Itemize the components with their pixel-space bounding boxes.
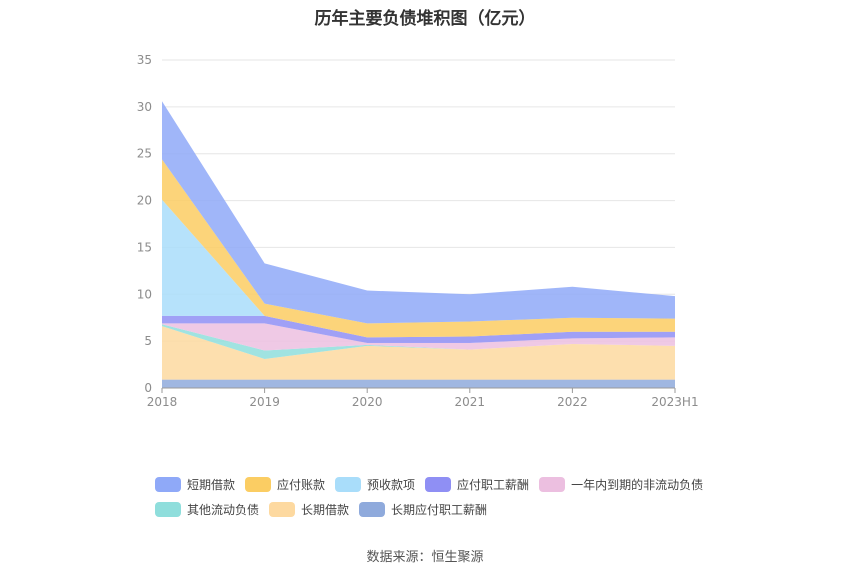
y-tick-label: 0 — [144, 381, 152, 395]
x-tick-label: 2018 — [147, 395, 178, 409]
area-一年内到期的非流动负债[interactable] — [162, 323, 675, 351]
legend-label: 其他流动负债 — [187, 503, 260, 517]
area-series — [162, 101, 675, 388]
x-tick-label: 2023H1 — [651, 395, 698, 409]
legend-label: 预收款项 — [367, 478, 416, 492]
legend-item[interactable]: 短期借款 — [155, 476, 235, 493]
area-应付职工薪酬[interactable] — [162, 315, 675, 344]
area-长期应付职工薪酬[interactable] — [162, 379, 675, 388]
legend-swatch — [335, 477, 362, 492]
y-tick-label: 5 — [144, 334, 152, 348]
area-长期借款[interactable] — [162, 326, 675, 380]
legend-row: 其他流动负债 长期借款 长期应付职工薪酬 — [155, 497, 755, 522]
x-tick-label: 2019 — [249, 395, 280, 409]
y-tick-label: 25 — [137, 147, 152, 161]
legend-label: 长期借款 — [301, 503, 350, 517]
chart-title: 历年主要负债堆积图（亿元） — [314, 9, 536, 29]
legend-item[interactable]: 应付职工薪酬 — [425, 476, 529, 493]
x-tick-label: 2022 — [557, 395, 588, 409]
axes: 0 5 10 15 20 25 30 35 2018 2019 2020 2021 2022 2023H1 — [137, 53, 699, 409]
legend-swatch — [155, 502, 181, 517]
y-tick-label: 20 — [137, 194, 152, 208]
y-tick-label: 15 — [137, 240, 152, 254]
legend-label: 一年内到期的非流动负债 — [571, 478, 704, 492]
legend: 短期借款 应付账款 预收款项 应付职工薪酬 一年内到期的非流动负债其他流动负债 长期借款 长… — [155, 472, 755, 522]
legend-swatch — [359, 502, 386, 517]
legend-row: 短期借款 应付账款 预收款项 应付职工薪酬 一年内到期的非流动负债 — [155, 472, 755, 497]
legend-swatch — [269, 502, 296, 517]
y-tick-label: 30 — [137, 100, 152, 114]
source-text: 数据来源：恒生聚源 — [366, 550, 484, 565]
legend-item[interactable]: 其他流动负债 — [155, 501, 259, 518]
y-tick-label: 35 — [137, 53, 152, 67]
legend-item[interactable]: 预收款项 — [335, 476, 415, 493]
y-tick-label: 10 — [137, 287, 152, 301]
legend-swatch — [425, 477, 452, 492]
x-tick-label: 2020 — [352, 395, 383, 409]
legend-swatch — [155, 477, 181, 492]
legend-swatch — [245, 477, 272, 492]
legend-item[interactable]: 应付账款 — [245, 476, 325, 493]
area-应付账款[interactable] — [162, 159, 675, 338]
legend-label: 长期应付职工薪酬 — [391, 503, 488, 517]
area-其他流动负债[interactable] — [162, 324, 675, 359]
legend-item[interactable]: 一年内到期的非流动负债 — [539, 476, 703, 493]
legend-swatch — [539, 477, 566, 492]
legend-label: 应付职工薪酬 — [457, 478, 530, 492]
legend-item[interactable]: 长期应付职工薪酬 — [359, 501, 487, 518]
area-短期借款[interactable] — [162, 101, 675, 324]
legend-label: 短期借款 — [187, 478, 236, 492]
x-tick-label: 2021 — [455, 395, 486, 409]
legend-label: 应付账款 — [277, 478, 326, 492]
legend-item[interactable]: 长期借款 — [269, 501, 349, 518]
